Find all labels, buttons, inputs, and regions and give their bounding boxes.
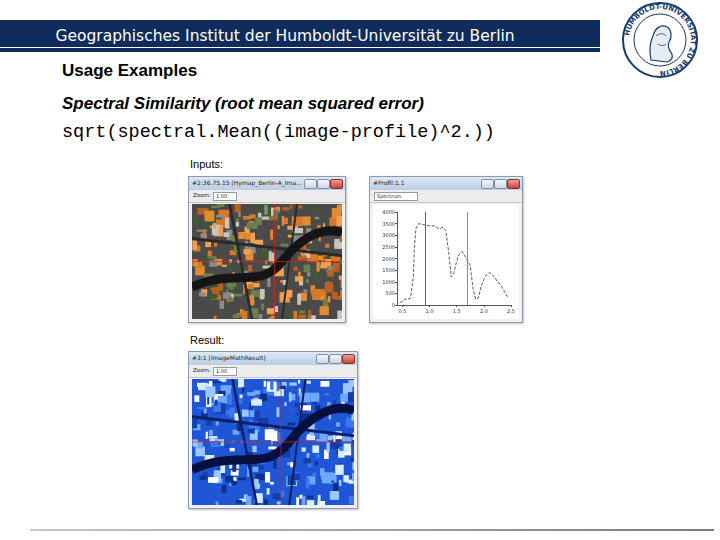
svg-text:500: 500	[385, 290, 395, 296]
html-text:Spectrum: Spectrum	[377, 193, 402, 199]
svg-text:1.5: 1.5	[453, 308, 461, 314]
html-text:Inputs:: Inputs:	[190, 158, 223, 170]
html-text:#Profil:1.1: #Profil:1.1	[373, 179, 405, 186]
html-text:Usage Examples: Usage Examples	[62, 61, 198, 80]
svg-text:2.0: 2.0	[480, 308, 488, 314]
html-text:Geographisches Institut der Hu: Geographisches Institut der Humboldt-Uni…	[55, 27, 515, 45]
svg-text:3000: 3000	[382, 232, 395, 238]
svg-text:2000: 2000	[382, 256, 395, 262]
html-text:1.00: 1.00	[216, 368, 228, 374]
html-text:#3:1 [ImageMathResult]: #3:1 [ImageMathResult]	[192, 354, 266, 361]
html-text:1.00: 1.00	[216, 193, 228, 199]
svg-text:1.0: 1.0	[426, 308, 434, 314]
svg-text:1500: 1500	[382, 267, 395, 273]
svg-text:0.5: 0.5	[398, 308, 406, 314]
svg-text:2.5: 2.5	[507, 308, 515, 314]
html-text:Zoom:: Zoom:	[193, 192, 211, 198]
svg-text:2500: 2500	[382, 244, 395, 250]
svg-text:1000: 1000	[382, 279, 395, 285]
svg-text:4000: 4000	[382, 209, 395, 215]
html-text:#2:36.75.15 [Hymap_Berlin-A_Im: #2:36.75.15 [Hymap_Berlin-A_Ima...	[192, 179, 302, 186]
html-text:Zoom:: Zoom:	[193, 367, 211, 373]
html-text:Result:: Result:	[190, 334, 225, 346]
svg-text:HUMBOLDT-UNIVERSITÄT ZU BERLIN: HUMBOLDT-UNIVERSITÄT ZU BERLIN	[623, 3, 698, 77]
svg-text:3500: 3500	[382, 221, 395, 227]
svg-text:0: 0	[392, 302, 395, 308]
html-text:sqrt(spectral.Mean((image-prof: sqrt(spectral.Mean((image-profile)^2.))	[62, 122, 495, 143]
html-text:Spectral Similarity (root mean: Spectral Similarity (root mean squared e…	[62, 94, 424, 113]
